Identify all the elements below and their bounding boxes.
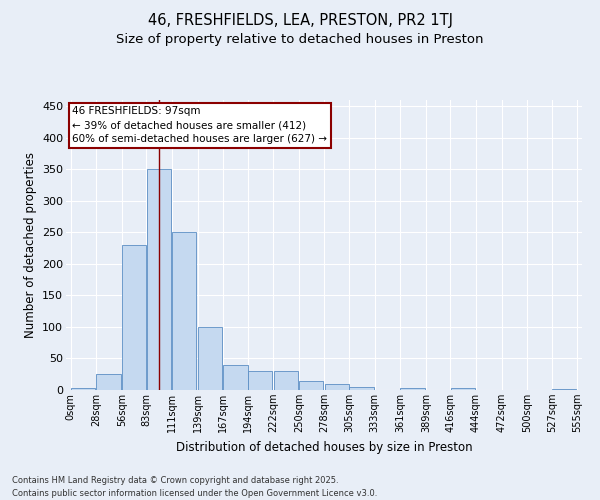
Text: 46, FRESHFIELDS, LEA, PRESTON, PR2 1TJ: 46, FRESHFIELDS, LEA, PRESTON, PR2 1TJ <box>148 12 452 28</box>
Bar <box>97 374 121 390</box>
Bar <box>172 232 196 390</box>
Bar <box>325 384 349 390</box>
Bar <box>223 365 248 390</box>
Bar <box>451 388 475 390</box>
Bar <box>299 380 323 390</box>
Y-axis label: Number of detached properties: Number of detached properties <box>23 152 37 338</box>
Text: 46 FRESHFIELDS: 97sqm
← 39% of detached houses are smaller (412)
60% of semi-det: 46 FRESHFIELDS: 97sqm ← 39% of detached … <box>73 106 328 144</box>
Bar <box>248 371 272 390</box>
Bar <box>198 327 222 390</box>
Bar <box>146 170 171 390</box>
Text: Size of property relative to detached houses in Preston: Size of property relative to detached ho… <box>116 32 484 46</box>
Bar <box>552 388 576 390</box>
Bar <box>274 371 298 390</box>
X-axis label: Distribution of detached houses by size in Preston: Distribution of detached houses by size … <box>176 440 472 454</box>
Bar <box>122 245 146 390</box>
Bar <box>349 387 374 390</box>
Bar <box>400 388 425 390</box>
Text: Contains HM Land Registry data © Crown copyright and database right 2025.
Contai: Contains HM Land Registry data © Crown c… <box>12 476 377 498</box>
Bar <box>71 388 95 390</box>
